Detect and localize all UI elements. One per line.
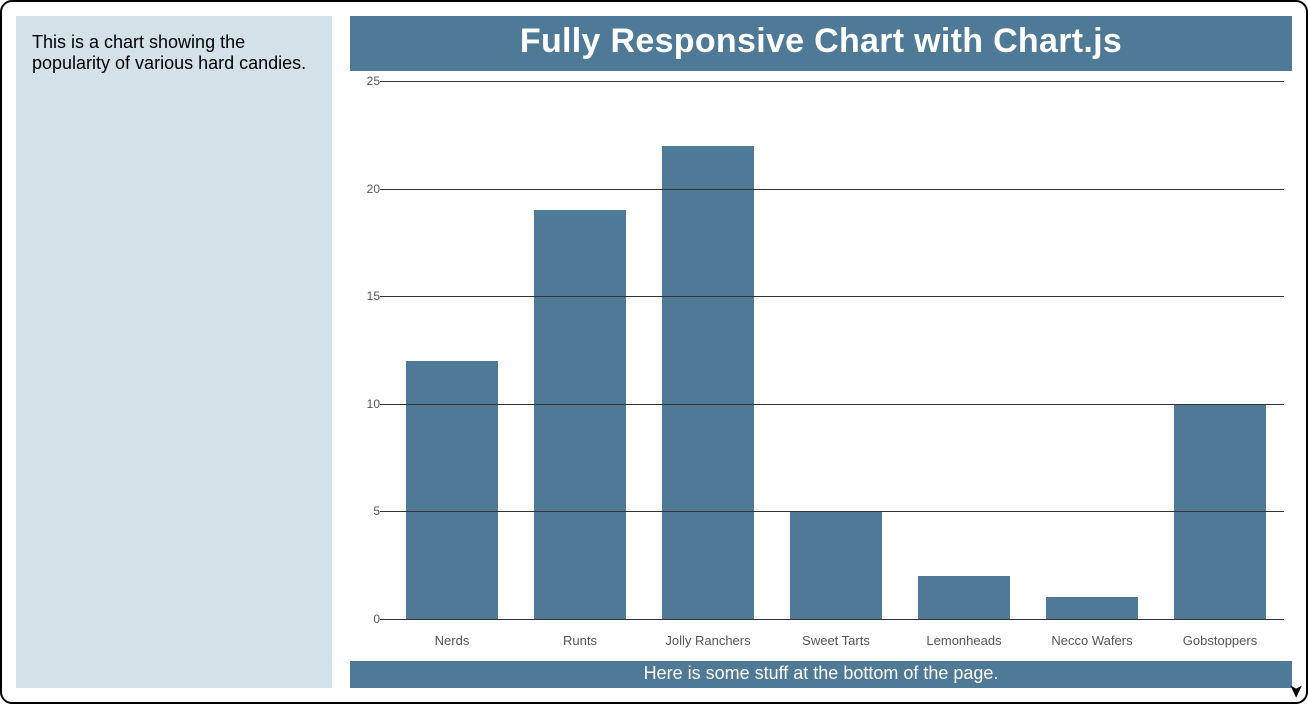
x-label: Jolly Ranchers: [644, 627, 772, 655]
gridline: [388, 619, 1284, 620]
main-column: Fully Responsive Chart with Chart.js 051…: [350, 16, 1292, 688]
bar-nerds[interactable]: [406, 361, 498, 619]
y-tick-label: 20: [367, 182, 388, 196]
y-tick-label: 5: [373, 504, 388, 518]
x-label: Lemonheads: [900, 627, 1028, 655]
bar-sweet-tarts[interactable]: [790, 511, 882, 619]
bar-slot: [516, 81, 644, 619]
bar-slot: [388, 81, 516, 619]
bar-slot: [1156, 81, 1284, 619]
bar-slot: [644, 81, 772, 619]
sidebar-description: This is a chart showing the popularity o…: [32, 32, 316, 73]
chart-container: 0510152025 NerdsRuntsJolly RanchersSweet…: [350, 71, 1292, 655]
page-footer-bar: Here is some stuff at the bottom of the …: [350, 661, 1292, 688]
page-title-bar: Fully Responsive Chart with Chart.js: [350, 16, 1292, 71]
sidebar: This is a chart showing the popularity o…: [16, 16, 332, 688]
y-tick-label: 25: [367, 74, 388, 88]
plot-area: 0510152025: [388, 81, 1284, 619]
x-label: Nerds: [388, 627, 516, 655]
bar-slot: [1028, 81, 1156, 619]
x-label: Runts: [516, 627, 644, 655]
footer-text: Here is some stuff at the bottom of the …: [644, 663, 999, 683]
bar-slot: [772, 81, 900, 619]
gridline: [388, 81, 1284, 82]
y-tick-label: 10: [367, 397, 388, 411]
bar-jolly-ranchers[interactable]: [662, 146, 754, 619]
bar-lemonheads[interactable]: [918, 576, 1010, 619]
gridline: [388, 189, 1284, 190]
y-tick-label: 15: [367, 289, 388, 303]
bar-necco-wafers[interactable]: [1046, 597, 1138, 619]
chart-inner: 0510152025 NerdsRuntsJolly RanchersSweet…: [356, 81, 1286, 655]
bars-layer: [388, 81, 1284, 619]
x-axis-labels: NerdsRuntsJolly RanchersSweet TartsLemon…: [388, 627, 1284, 655]
x-label: Necco Wafers: [1028, 627, 1156, 655]
bar-slot: [900, 81, 1028, 619]
page-title: Fully Responsive Chart with Chart.js: [520, 22, 1122, 60]
x-label: Gobstoppers: [1156, 627, 1284, 655]
x-label: Sweet Tarts: [772, 627, 900, 655]
gridline: [388, 296, 1284, 297]
page-layout: This is a chart showing the popularity o…: [16, 16, 1292, 688]
bar-runts[interactable]: [534, 210, 626, 619]
gridline: [388, 511, 1284, 512]
gridline: [388, 404, 1284, 405]
y-tick-label: 0: [373, 612, 388, 626]
window-frame: This is a chart showing the popularity o…: [0, 0, 1308, 704]
